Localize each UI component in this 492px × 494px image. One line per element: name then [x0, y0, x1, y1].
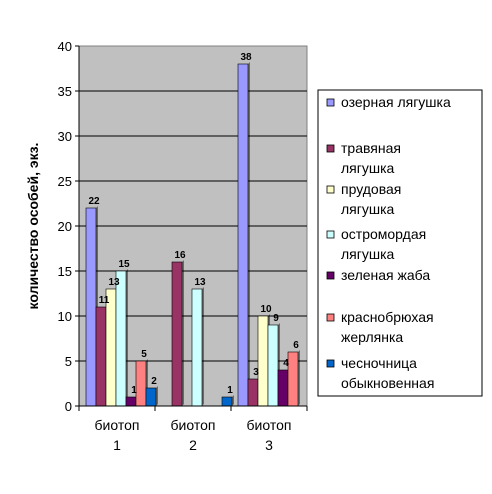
y-tick-label: 30 — [58, 129, 72, 144]
data-label: 38 — [240, 52, 252, 63]
bar — [237, 63, 249, 407]
bar — [191, 288, 203, 407]
y-tick-label: 0 — [65, 399, 72, 414]
y-tick-label: 40 — [58, 39, 72, 54]
legend-label: травяная — [341, 140, 401, 156]
legend-swatch — [326, 230, 335, 239]
legend-label: краснобрюхая — [341, 309, 434, 325]
bar — [145, 387, 157, 407]
y-tick-label: 25 — [58, 174, 72, 189]
bar — [257, 315, 269, 407]
legend-label: лягушка — [341, 160, 395, 176]
legend-label: прудовая — [341, 181, 401, 197]
legend-label: чесночница — [341, 355, 417, 371]
legend-box — [317, 89, 483, 397]
legend-label: лягушка — [341, 246, 395, 262]
data-label: 10 — [260, 304, 272, 315]
data-label: 1 — [131, 385, 137, 396]
legend-label: остромордая — [341, 226, 426, 242]
data-label: 2 — [151, 376, 157, 387]
legend-swatch — [326, 271, 335, 280]
legend: озерная лягушка травяная лягушка прудовая ля… — [317, 89, 483, 397]
data-label: 11 — [99, 295, 110, 306]
legend-label: озерная лягушка — [341, 94, 451, 110]
bar — [171, 261, 183, 407]
x-tick-label: биотоп — [171, 417, 216, 433]
bar — [95, 306, 107, 407]
legend-swatch — [326, 98, 335, 107]
data-label: 15 — [118, 259, 130, 270]
y-tick-label: 5 — [65, 354, 72, 369]
bar-side — [126, 269, 128, 406]
legend-swatch — [326, 144, 335, 153]
x-tick-label: 1 — [113, 437, 121, 453]
legend-label: зеленая жаба — [341, 267, 430, 283]
y-tick-label: 15 — [58, 264, 72, 279]
bar-side — [182, 260, 184, 406]
bar — [247, 378, 259, 407]
bar-side — [202, 287, 204, 406]
y-tick-label: 10 — [58, 309, 72, 324]
y-tick-label: 20 — [58, 219, 72, 234]
data-label: 1 — [227, 385, 233, 396]
bar — [287, 351, 299, 407]
bar — [105, 288, 117, 407]
data-label: 13 — [108, 277, 120, 288]
x-tick-label: биотоп — [247, 417, 292, 433]
legend-swatch — [326, 359, 335, 368]
bar — [221, 396, 233, 407]
data-label: 13 — [194, 277, 206, 288]
legend-label: обыкновенная — [341, 375, 434, 391]
bar — [277, 369, 289, 407]
bar-side — [232, 395, 234, 406]
data-label: 22 — [88, 196, 100, 207]
bar — [267, 324, 279, 407]
bar-side — [298, 350, 300, 406]
x-axis: биотоп 1 биотоп 2 биотоп 3 — [78, 405, 308, 453]
data-label: 9 — [273, 313, 279, 324]
bar-side — [248, 62, 250, 406]
x-tick-label: 2 — [189, 437, 197, 453]
data-label: 16 — [174, 250, 186, 261]
legend-swatch — [326, 313, 335, 322]
y-axis: 0 5 10 15 20 25 30 35 40 — [58, 39, 80, 414]
data-label: 6 — [293, 340, 299, 351]
y-axis-label: количество особей, экз. — [25, 143, 41, 310]
x-tick-label: биотоп — [95, 417, 140, 433]
x-tick-label: 3 — [265, 437, 273, 453]
legend-swatch — [326, 185, 335, 194]
legend-label: жерлянка — [341, 329, 403, 345]
bar — [115, 270, 127, 407]
bar — [85, 207, 97, 407]
y-tick-label: 35 — [58, 84, 72, 99]
data-label: 4 — [283, 358, 289, 369]
bar — [135, 360, 147, 407]
data-label: 5 — [141, 349, 147, 360]
legend-label: лягушка — [341, 201, 395, 217]
bar — [125, 396, 137, 407]
data-label: 3 — [253, 367, 259, 378]
bar-side — [156, 386, 158, 406]
